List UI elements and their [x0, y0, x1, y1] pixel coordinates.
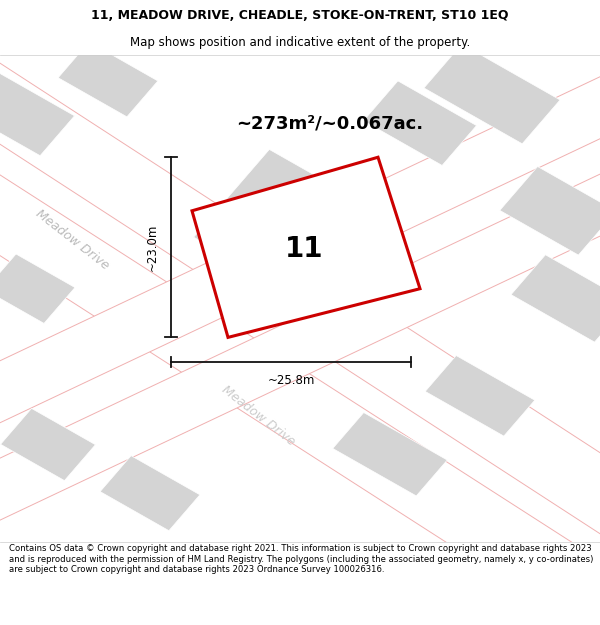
Polygon shape: [425, 356, 535, 436]
Polygon shape: [58, 42, 158, 117]
Polygon shape: [0, 152, 600, 625]
Polygon shape: [194, 149, 382, 301]
Text: 11, MEADOW DRIVE, CHEADLE, STOKE-ON-TRENT, ST10 1EQ: 11, MEADOW DRIVE, CHEADLE, STOKE-ON-TREN…: [91, 9, 509, 22]
Text: ~23.0m: ~23.0m: [146, 224, 159, 271]
Polygon shape: [1, 408, 95, 481]
Polygon shape: [424, 44, 560, 144]
Text: Map shows position and indicative extent of the property.: Map shows position and indicative extent…: [130, 36, 470, 49]
Polygon shape: [0, 56, 600, 443]
Polygon shape: [0, 154, 600, 541]
Text: ~25.8m: ~25.8m: [268, 374, 314, 387]
Polygon shape: [0, 40, 600, 557]
Text: ~273m²/~0.067ac.: ~273m²/~0.067ac.: [236, 114, 424, 132]
Polygon shape: [0, 71, 74, 156]
Polygon shape: [333, 412, 447, 496]
Polygon shape: [511, 255, 600, 342]
Text: 11: 11: [285, 234, 324, 262]
Polygon shape: [364, 81, 476, 166]
Polygon shape: [100, 456, 200, 531]
Polygon shape: [0, 254, 75, 323]
Text: Meadow Drive: Meadow Drive: [219, 382, 297, 448]
Text: Contains OS data © Crown copyright and database right 2021. This information is : Contains OS data © Crown copyright and d…: [9, 544, 593, 574]
Polygon shape: [500, 166, 600, 255]
Polygon shape: [192, 158, 420, 338]
Text: Meadow Drive: Meadow Drive: [33, 208, 111, 272]
